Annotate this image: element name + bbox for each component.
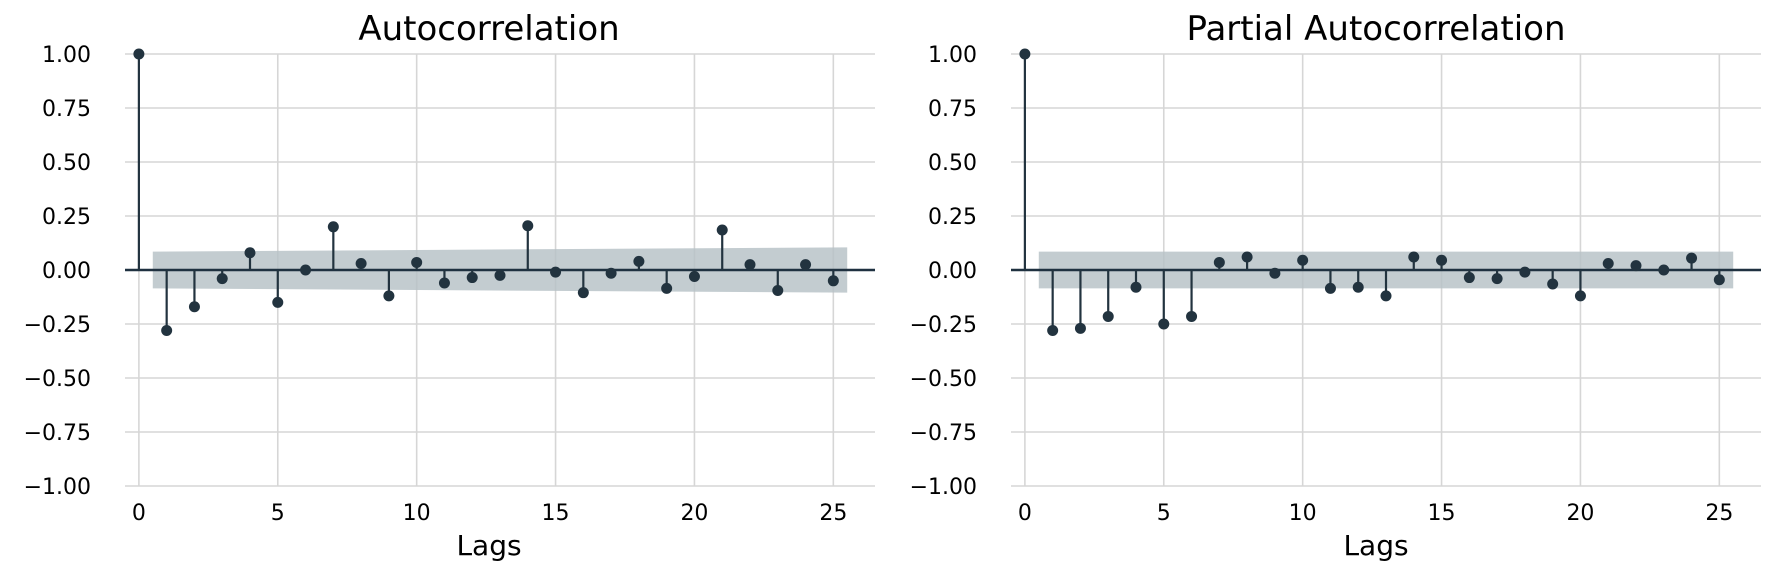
acf-stem-marker — [577, 287, 589, 299]
pacf-title: Partial Autocorrelation — [1186, 9, 1565, 49]
acf-x-tick-labels: 0 5 10 15 20 25 — [132, 501, 847, 526]
acf-y-tick-label: 1.00 — [42, 43, 91, 68]
pacf-x-tick-label: 25 — [1705, 501, 1733, 526]
pacf-y-tick-label: 0.25 — [928, 205, 977, 230]
pacf-y-tick-label: −0.75 — [910, 421, 977, 446]
acf-stem-marker — [438, 277, 450, 289]
acf-stem-marker — [161, 324, 173, 336]
pacf-x-tick-label: 10 — [1289, 501, 1317, 526]
acf-stem-marker — [827, 275, 839, 287]
acf-stem-marker — [466, 272, 478, 284]
acf-stem-marker — [383, 290, 395, 302]
acf-stem-marker — [327, 221, 339, 233]
pacf-stem-marker — [1630, 260, 1642, 272]
pacf-y-tick-label: 0.00 — [928, 259, 977, 284]
pacf-y-tick-label: 0.50 — [928, 151, 977, 176]
acf-stem-marker — [716, 224, 728, 236]
pacf-y-tick-label: −1.00 — [910, 475, 977, 500]
pacf-x-axis-label: Lags — [1343, 529, 1408, 562]
pacf-panel: Partial Autocorrelation −1.00−0.75−0.50−… — [910, 9, 1761, 562]
pacf-stem-marker — [1713, 274, 1725, 286]
acf-y-tick-label: −0.75 — [24, 421, 91, 446]
pacf-y-tick-label: 1.00 — [928, 43, 977, 68]
acf-y-tick-label: −1.00 — [24, 475, 91, 500]
pacf-stem-marker — [1574, 290, 1586, 302]
acf-stem-marker — [300, 264, 312, 276]
pacf-stem-marker — [1658, 264, 1670, 276]
acf-title: Autocorrelation — [358, 9, 619, 49]
acf-stem-marker — [772, 285, 784, 297]
acf-stem-marker — [800, 259, 812, 271]
pacf-stem-marker — [1297, 254, 1309, 266]
acf-y-tick-label: 0.75 — [42, 97, 91, 122]
acf-stem-marker — [244, 247, 256, 259]
acf-y-tick-label: 0.00 — [42, 259, 91, 284]
pacf-stem-marker — [1074, 322, 1086, 334]
acf-x-tick-label: 10 — [403, 501, 431, 526]
pacf-stem-marker — [1547, 278, 1559, 290]
acf-stem-marker — [522, 220, 534, 232]
pacf-stem-marker — [1324, 282, 1336, 294]
pacf-x-tick-label: 20 — [1566, 501, 1594, 526]
pacf-stem-marker — [1463, 272, 1475, 284]
pacf-stem-marker — [1102, 310, 1114, 322]
acf-x-axis-label: Lags — [456, 529, 521, 562]
acf-stem-marker — [744, 259, 756, 271]
pacf-stem-marker — [1519, 266, 1531, 278]
pacf-y-tick-labels: −1.00 −0.75 −0.50 −0.25 0.00 0.25 0.50 0.75 1.00 — [910, 43, 977, 500]
pacf-x-tick-label: 0 — [1018, 501, 1032, 526]
pacf-x-tick-labels: 0 5 10 15 20 25 — [1018, 501, 1733, 526]
acf-stem-marker — [216, 273, 228, 285]
pacf-stem-marker — [1213, 256, 1225, 268]
pacf-stem-marker — [1158, 318, 1170, 330]
pacf-stem-marker — [1602, 258, 1614, 270]
acf-x-tick-label: 20 — [680, 501, 708, 526]
acf-y-tick-labels: −1.00 −0.75 −0.50 −0.25 0.00 0.25 0.50 0.75 1.00 — [24, 43, 91, 500]
acf-stem-marker — [633, 255, 645, 267]
pacf-stem-marker — [1352, 281, 1364, 293]
pacf-y-tick-label: 0.75 — [928, 97, 977, 122]
pacf-stem-marker — [1186, 310, 1198, 322]
pacf-stems — [1019, 48, 1725, 336]
pacf-x-tick-label: 15 — [1428, 501, 1456, 526]
acf-y-tick-label: 0.50 — [42, 151, 91, 176]
acf-x-tick-label: 0 — [132, 501, 146, 526]
pacf-stem-marker — [1241, 251, 1253, 263]
pacf-stem-marker — [1019, 48, 1031, 60]
acf-stem-marker — [272, 296, 284, 308]
pacf-stem-marker — [1408, 251, 1420, 263]
acf-panel: Autocorrelation −1.00 −0.75 −0.50 −0.25 0.00… — [24, 9, 875, 562]
acf-stem-marker — [133, 48, 145, 60]
acf-stem-marker — [494, 269, 506, 281]
pacf-stem-marker — [1269, 267, 1281, 279]
acf-stem-marker — [188, 301, 200, 313]
acf-stem-marker — [605, 267, 617, 279]
acf-stem-marker — [550, 266, 562, 278]
pacf-x-tick-label: 5 — [1157, 501, 1171, 526]
acf-stem-marker — [688, 270, 700, 282]
pacf-stem-marker — [1686, 252, 1698, 264]
acf-stem-marker — [661, 282, 673, 294]
acf-stem-marker — [355, 258, 367, 270]
acf-y-tick-label: 0.25 — [42, 205, 91, 230]
pacf-stem-marker — [1047, 324, 1059, 336]
acf-x-tick-label: 15 — [542, 501, 570, 526]
pacf-stem-marker — [1380, 290, 1392, 302]
pacf-stem-marker — [1491, 273, 1503, 285]
acf-x-tick-label: 25 — [819, 501, 847, 526]
pacf-stem-marker — [1130, 281, 1142, 293]
pacf-y-tick-label: −0.50 — [910, 367, 977, 392]
acf-x-tick-label: 5 — [271, 501, 285, 526]
acf-stem-marker — [411, 256, 423, 268]
pacf-stem-marker — [1436, 254, 1448, 266]
pacf-y-tick-label: −0.25 — [910, 313, 977, 338]
acf-y-tick-label: −0.50 — [24, 367, 91, 392]
acf-stems — [133, 48, 839, 336]
acf-y-tick-label: −0.25 — [24, 313, 91, 338]
